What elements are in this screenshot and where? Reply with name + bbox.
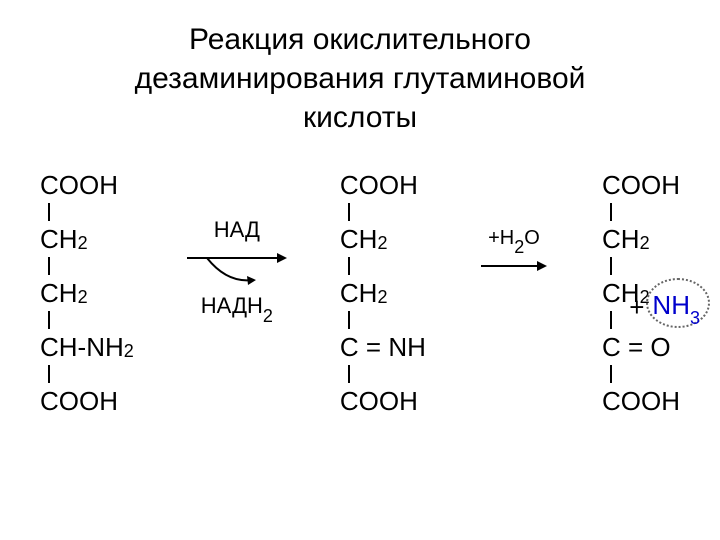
reaction-arrow-2: +H2O: [469, 167, 559, 276]
bond: [348, 365, 350, 383]
cofactor-nadh: НАДН2: [201, 293, 273, 323]
formula-chnh2: CH-NH2: [40, 329, 134, 365]
formula-ch2: CH2: [40, 221, 88, 257]
title-line2: дезаминирования глутаминовой: [135, 62, 586, 95]
cofactor-nad: НАД: [214, 217, 260, 243]
bond: [610, 311, 612, 329]
plus-sign: +: [629, 292, 644, 323]
product-ammonia: + NH3: [629, 290, 700, 325]
formula-ch2: CH2: [40, 275, 88, 311]
formula-co: C = O: [602, 329, 671, 365]
bond: [348, 203, 350, 221]
title-line3: кислоты: [303, 101, 417, 134]
formula-ch2: CH2: [340, 221, 388, 257]
formula-cooh: COOH: [340, 167, 418, 203]
bond: [48, 257, 50, 275]
bond: [610, 203, 612, 221]
formula-ch2: CH2: [602, 221, 650, 257]
bond: [610, 365, 612, 383]
molecule-imine: COOH CH2 CH2 C = NH COOH: [340, 167, 426, 419]
highlight-circle: [646, 278, 710, 328]
formula-ch2: CH2: [340, 275, 388, 311]
bond: [348, 311, 350, 329]
formula-cooh: COOH: [40, 383, 118, 419]
bond: [48, 203, 50, 221]
slide-title: Реакция окислительного дезаминирования г…: [30, 20, 690, 137]
formula-cooh: COOH: [602, 383, 680, 419]
arrow-icon: [479, 256, 549, 276]
bond: [610, 257, 612, 275]
formula-cooh: COOH: [602, 167, 680, 203]
bond: [48, 365, 50, 383]
reagent-h2o: +H2O: [488, 227, 540, 254]
formula-cooh: COOH: [340, 383, 418, 419]
nh3-label: NH3: [652, 290, 700, 325]
bond: [48, 311, 50, 329]
formula-cooh: COOH: [40, 167, 118, 203]
formula-cnh: C = NH: [340, 329, 426, 365]
arrow-icon: [182, 248, 292, 288]
molecule-glutamate: COOH CH2 CH2 CH-NH2 COOH: [40, 167, 134, 419]
title-line1: Реакция окислительного: [189, 23, 531, 56]
reaction-scheme: COOH CH2 CH2 CH-NH2 COOH НАД НАДН2 COOH: [30, 167, 690, 419]
reaction-arrow-1: НАД НАДН2: [177, 167, 297, 323]
bond: [348, 257, 350, 275]
